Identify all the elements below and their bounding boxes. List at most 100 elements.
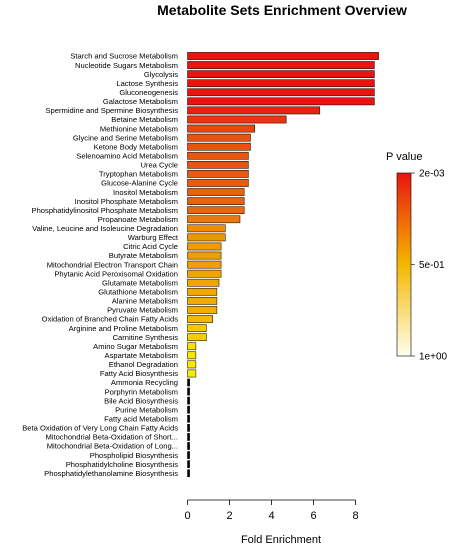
bar	[187, 160, 249, 169]
x-tick-label: 8	[352, 510, 358, 522]
category-label: Nucleotide Sugars Metabolism	[75, 61, 178, 70]
category-label: Alanine Metabolism	[112, 297, 178, 306]
bar	[187, 424, 190, 432]
legend: P value 2e-03 5e-01 1e+00	[386, 151, 448, 363]
category-label: Purine Metabolism	[115, 405, 178, 414]
category-label: Carnitine Synthesis	[113, 333, 179, 342]
category-label: Glycolysis	[144, 70, 178, 79]
bar	[187, 469, 190, 478]
bar	[187, 315, 213, 323]
category-label: Butyrate Metabolism	[109, 251, 178, 260]
bar	[187, 460, 190, 468]
legend-tick-label: 5e-01	[419, 260, 445, 271]
bar	[187, 306, 218, 314]
category-label: Glutamate Metabolism	[102, 278, 178, 287]
bar	[187, 179, 249, 187]
x-axis-label: Fold Enrichment	[241, 534, 321, 546]
bar	[187, 88, 375, 97]
bar	[187, 360, 197, 369]
category-label: Mitochondrial Beta-Oxidation of Short...	[45, 433, 178, 442]
bar	[187, 251, 222, 260]
bar	[187, 224, 226, 233]
bar	[187, 197, 245, 205]
category-label: Glutathione Metabolism	[98, 288, 178, 297]
legend-colorbar	[396, 172, 412, 357]
bar	[187, 233, 226, 242]
bar	[187, 269, 222, 278]
x-tick-label: 2	[226, 510, 232, 522]
bar	[187, 378, 190, 387]
category-label: Phospholipid Biosynthesis	[90, 451, 178, 460]
category-label: Spermidine and Spermine Biosynthesis	[45, 106, 178, 115]
legend-ticks: 2e-03 5e-01 1e+00	[411, 169, 448, 363]
chart-title: Metabolite Sets Enrichment Overview	[157, 2, 407, 18]
legend-tick-label: 2e-03	[419, 169, 445, 180]
bar	[187, 351, 197, 360]
category-label: Citric Acid Cycle	[123, 242, 178, 251]
category-label: Amino Sugar Metabolism	[93, 342, 178, 351]
category-label: Fatty Acid Biosynthesis	[100, 369, 178, 378]
bar	[187, 451, 190, 459]
x-tick-label: 6	[310, 510, 316, 522]
bar	[187, 278, 220, 287]
category-label: Beta Oxidation of Very Long Chain Fatty …	[22, 424, 178, 433]
bar	[187, 115, 287, 124]
category-label: Bile Acid Biosynthesis	[104, 396, 178, 405]
bar	[187, 106, 321, 115]
category-label: Betaine Metabolism	[111, 115, 178, 124]
category-label: Inositol Metabolism	[113, 188, 178, 197]
bar	[187, 52, 379, 60]
bar	[187, 297, 218, 305]
bar	[187, 188, 245, 196]
bar	[187, 342, 197, 351]
bar	[187, 396, 190, 405]
legend-title: P value	[386, 151, 423, 163]
bar	[187, 369, 197, 378]
x-tick-label: 0	[184, 510, 190, 522]
category-label: Methionine Metabolism	[100, 124, 178, 133]
category-label: Mitochondrial Beta-Oxidation of Long...	[47, 442, 178, 451]
bar	[187, 333, 207, 342]
bar	[187, 70, 375, 78]
category-label: Porphyrin Metabolism	[105, 387, 178, 396]
bar	[187, 79, 375, 88]
bar	[187, 442, 190, 450]
bar	[187, 124, 255, 133]
bar	[187, 206, 245, 215]
bar	[187, 260, 222, 269]
bar	[187, 324, 207, 332]
bar	[187, 242, 222, 251]
x-tick-label: 4	[268, 510, 274, 522]
category-label: Glycine and Serine Metabolism	[73, 133, 178, 142]
category-label: Ethanol Degradation	[109, 360, 178, 369]
category-label: Phosphatidylcholine Biosynthesis	[66, 460, 178, 469]
bar	[187, 287, 218, 296]
category-label: Ammonia Recycling	[111, 378, 178, 387]
bar	[187, 142, 251, 151]
category-label: Valine, Leucine and Isoleucine Degradati…	[32, 224, 178, 233]
category-label: Urea Cycle	[140, 161, 178, 170]
bar	[187, 133, 251, 142]
category-label: Gluconeogenesis	[119, 88, 178, 97]
legend-tick-label: 1e+00	[419, 352, 448, 363]
bars-group	[187, 52, 379, 478]
category-label: Lactose Synthesis	[116, 79, 178, 88]
category-label: Glucose-Alanine Cycle	[101, 179, 178, 188]
bar	[187, 61, 375, 69]
category-label: Propanoate Metabolism	[98, 215, 178, 224]
x-axis: 0 2 4 6 8	[184, 499, 359, 522]
category-label: Mitochondrial Electron Transport Chain	[47, 260, 178, 269]
category-labels: Starch and Sucrose MetabolismNucleotide …	[22, 52, 179, 478]
category-label: Phosphatidylethanolamine Biosynthesis	[44, 469, 178, 478]
category-label: Ketone Body Metabolism	[94, 142, 178, 151]
bar	[187, 151, 249, 160]
category-label: Arginine and Proline Metabolism	[69, 324, 178, 333]
category-label: Fatty acid Metabolism	[104, 415, 178, 424]
category-label: Warburg Effect	[128, 233, 179, 242]
category-label: Oxidation of Branched Chain Fatty Acids	[42, 315, 179, 324]
bar	[187, 170, 249, 178]
bar	[187, 215, 241, 224]
bar	[187, 433, 190, 441]
bar	[187, 414, 190, 423]
